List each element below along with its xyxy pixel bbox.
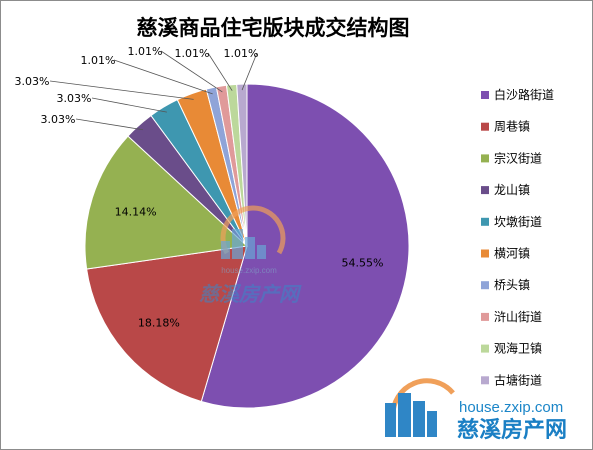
legend-swatch-1 [481,91,489,99]
center-watermark: house.zxip.com 慈溪房产网 [199,205,302,306]
center-watermark-name: 慈溪房产网 [199,282,302,306]
data-label-10: 1.01% [224,47,259,60]
legend-label-4: 龙山镇 [494,183,530,197]
legend-swatch-3 [481,154,489,163]
legend-label-5: 坎墩街道 [494,215,542,229]
leader-line-10 [241,52,258,91]
legend-swatch-7 [481,281,489,290]
legend-label-1: 白沙路街道 [494,87,554,102]
data-label-9: 1.01% [175,47,210,60]
data-label-8: 1.01% [128,45,163,58]
legend-label-2: 周巷镇 [494,120,530,134]
corner-watermark: house.zxip.com 慈溪房产网 [385,378,567,443]
legend-swatch-10 [481,376,489,385]
data-label-6: 3.03% [15,75,50,88]
legend-label-10: 古塘街道 [494,372,542,387]
watermark-name: 慈溪房产网 [457,417,567,443]
legend-label-9: 观海卫镇 [494,341,542,356]
watermark-url: house.zxip.com [459,399,563,416]
legend-label-7: 桥头镇 [494,278,530,292]
legend-swatch-8 [481,312,489,321]
chart-title: 慈溪商品住宅版块成交结构图 [137,15,410,40]
center-watermark-url: house.zxip.com [221,266,277,275]
legend-swatch-5 [481,217,489,226]
legend-label-8: 浒山街道 [494,310,542,324]
legend-swatch-6 [481,249,489,258]
data-label-4: 3.03% [41,113,76,126]
pie-slice-2 [86,245,248,403]
legend-swatch-2 [481,122,489,131]
leader-line-7 [113,59,213,95]
legend-label-6: 横河镇 [494,247,530,261]
pie-data-labels: 54.55% 18.18% 14.14% 3.03% 3.03% 3.03% 1.01% 1.… [15,45,384,329]
leader-line-6 [49,80,194,100]
legend-swatch-9 [481,344,489,353]
legend-swatch-4 [481,186,489,195]
legend-label-3: 宗汉街道 [494,150,542,165]
data-label-3: 14.14% [115,205,157,218]
pie-slices [84,83,410,409]
pie-slice-10 [236,83,248,247]
leader-line-5 [91,97,167,113]
data-label-2: 18.18% [138,316,180,329]
pie-slice-3 [84,135,249,270]
data-label-7: 1.01% [81,54,116,67]
data-label-5: 3.03% [57,92,92,105]
pie-slice-1 [200,83,410,409]
leader-line-4 [75,118,144,131]
data-label-1: 54.55% [341,257,383,270]
leader-line-8 [160,50,223,93]
leader-line-9 [207,52,233,91]
